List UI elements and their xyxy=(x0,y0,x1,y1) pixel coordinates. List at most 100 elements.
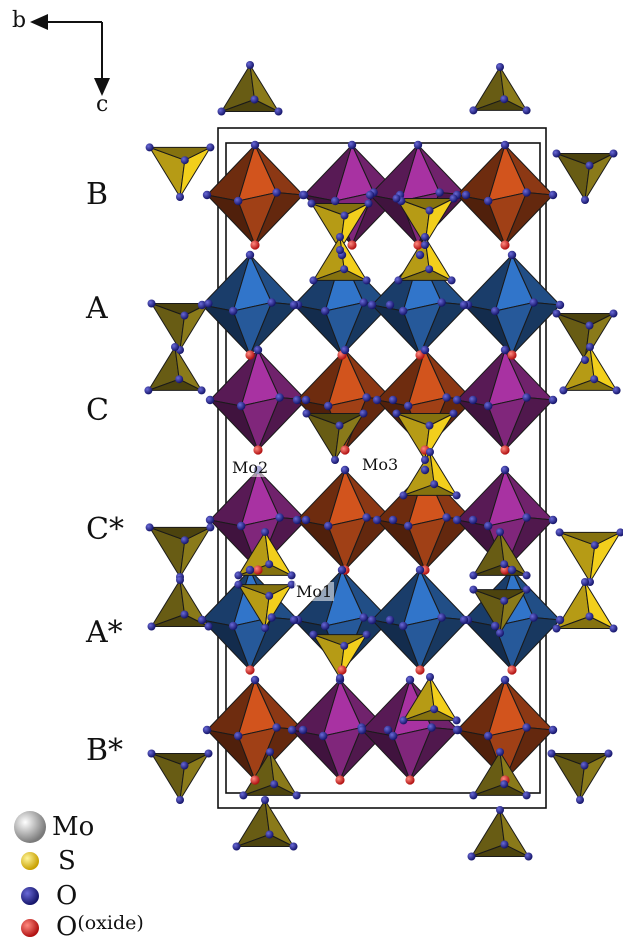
oxygen-atom xyxy=(496,806,504,814)
oxygen-atom xyxy=(507,250,517,260)
oxygen-atom xyxy=(180,536,189,545)
oxygen-atom xyxy=(204,622,213,631)
oxygen-atom xyxy=(500,675,510,685)
oxygen-atom xyxy=(321,621,330,631)
sulfate-tetrahedron-face xyxy=(559,531,621,546)
oxygen-atom xyxy=(507,565,517,575)
octahedron-face xyxy=(419,617,469,671)
legend-label-s: S xyxy=(58,846,76,876)
oxygen-atom xyxy=(484,521,493,531)
oxygen-atom xyxy=(180,610,189,619)
sulfate-tetrahedron-face xyxy=(556,153,614,166)
octahedron-face xyxy=(254,192,304,246)
oxygen-atom xyxy=(437,613,446,622)
sulfate-tetrahedron-face xyxy=(472,589,528,602)
oxygen-atom xyxy=(467,852,476,861)
oxygen-atom xyxy=(362,513,371,522)
sulfate-tetrahedron-face xyxy=(151,614,209,627)
oxygen-atom xyxy=(261,528,269,536)
oxide-atom xyxy=(340,445,350,455)
oxygen-atom xyxy=(585,321,594,330)
oxygen-atom xyxy=(388,395,398,405)
oxygen-atom xyxy=(447,276,456,285)
legend-swatch-oxide xyxy=(21,919,39,937)
oxygen-atom xyxy=(265,830,274,839)
sulfate-tetrahedron-face xyxy=(562,378,618,391)
oxygen-atom xyxy=(336,246,344,254)
sulfate-tetrahedron-face xyxy=(396,198,454,211)
oxygen-atom xyxy=(359,409,368,418)
sulfate-tetrahedron-face xyxy=(242,783,298,796)
oxygen-atom xyxy=(604,749,613,758)
oxide-atom xyxy=(507,665,517,675)
oxygen-atom xyxy=(452,395,462,405)
oxygen-atom xyxy=(469,106,478,115)
oxygen-atom xyxy=(552,309,561,318)
sulfate-tetrahedron-face xyxy=(312,634,368,647)
oxygen-atom xyxy=(415,250,425,260)
oxygen-atom xyxy=(496,748,504,756)
oxygen-atom xyxy=(555,528,564,537)
oxygen-atom xyxy=(522,106,531,115)
atom-layer xyxy=(144,61,623,861)
oxygen-atom xyxy=(340,345,350,355)
oxygen-atom xyxy=(206,523,215,532)
legend-swatches xyxy=(14,811,46,937)
oxygen-atom xyxy=(449,409,458,418)
oxygen-atom xyxy=(205,395,215,405)
octahedron-face xyxy=(504,192,554,246)
oxygen-atom xyxy=(292,791,301,800)
oxygen-atom xyxy=(385,300,395,310)
site-label-mo3: Mo3 xyxy=(360,455,401,474)
oxygen-atom xyxy=(180,156,189,165)
oxygen-atom xyxy=(275,513,284,522)
oxygen-atom xyxy=(468,395,478,405)
oxygen-atom xyxy=(270,780,279,789)
legend-label-oxide-suffix: (oxide) xyxy=(77,912,144,934)
oxygen-atom xyxy=(491,306,500,316)
oxygen-atom xyxy=(609,309,618,318)
oxygen-atom xyxy=(469,571,478,580)
oxygen-atom xyxy=(435,188,444,197)
oxygen-atom xyxy=(292,395,302,405)
oxygen-atom xyxy=(367,300,377,310)
oxygen-atom xyxy=(586,343,594,351)
oxygen-atom xyxy=(421,233,429,241)
oxygen-atom xyxy=(547,749,556,758)
oxygen-atom xyxy=(415,565,425,575)
oxygen-atom xyxy=(229,306,238,316)
oxygen-atom xyxy=(204,299,213,308)
oxygen-atom xyxy=(468,515,478,525)
oxygen-atom xyxy=(442,393,451,402)
oxygen-atom xyxy=(272,723,281,732)
oxygen-atom xyxy=(362,630,371,639)
sulfate-tetrahedron-face xyxy=(311,203,369,216)
oxygen-atom xyxy=(175,375,184,384)
oxygen-atom xyxy=(552,624,561,633)
oxygen-atom xyxy=(524,852,533,861)
oxygen-atom xyxy=(500,345,510,355)
oxide-atom xyxy=(245,350,255,360)
oxygen-atom xyxy=(335,421,344,430)
oxygen-atom xyxy=(289,300,299,310)
oxygen-atom xyxy=(176,576,184,584)
oxygen-atom xyxy=(399,491,408,500)
oxygen-atom xyxy=(272,188,281,197)
oxide-atom xyxy=(500,445,510,455)
oxide-atom xyxy=(347,240,357,250)
oxygen-atom xyxy=(585,161,594,170)
oxygen-atom xyxy=(548,515,558,525)
oxygen-atom xyxy=(430,480,439,489)
layer-label-b-star: B* xyxy=(86,733,124,768)
oxygen-atom xyxy=(274,107,283,116)
oxygen-atom xyxy=(267,613,276,622)
oxygen-atom xyxy=(484,196,493,206)
oxygen-atom xyxy=(576,796,584,804)
oxygen-atom xyxy=(426,448,434,456)
oxygen-atom xyxy=(399,716,408,725)
oxygen-atom xyxy=(452,491,461,500)
oxygen-atom xyxy=(590,375,599,384)
oxygen-atom xyxy=(522,571,531,580)
oxygen-atom xyxy=(234,580,243,589)
